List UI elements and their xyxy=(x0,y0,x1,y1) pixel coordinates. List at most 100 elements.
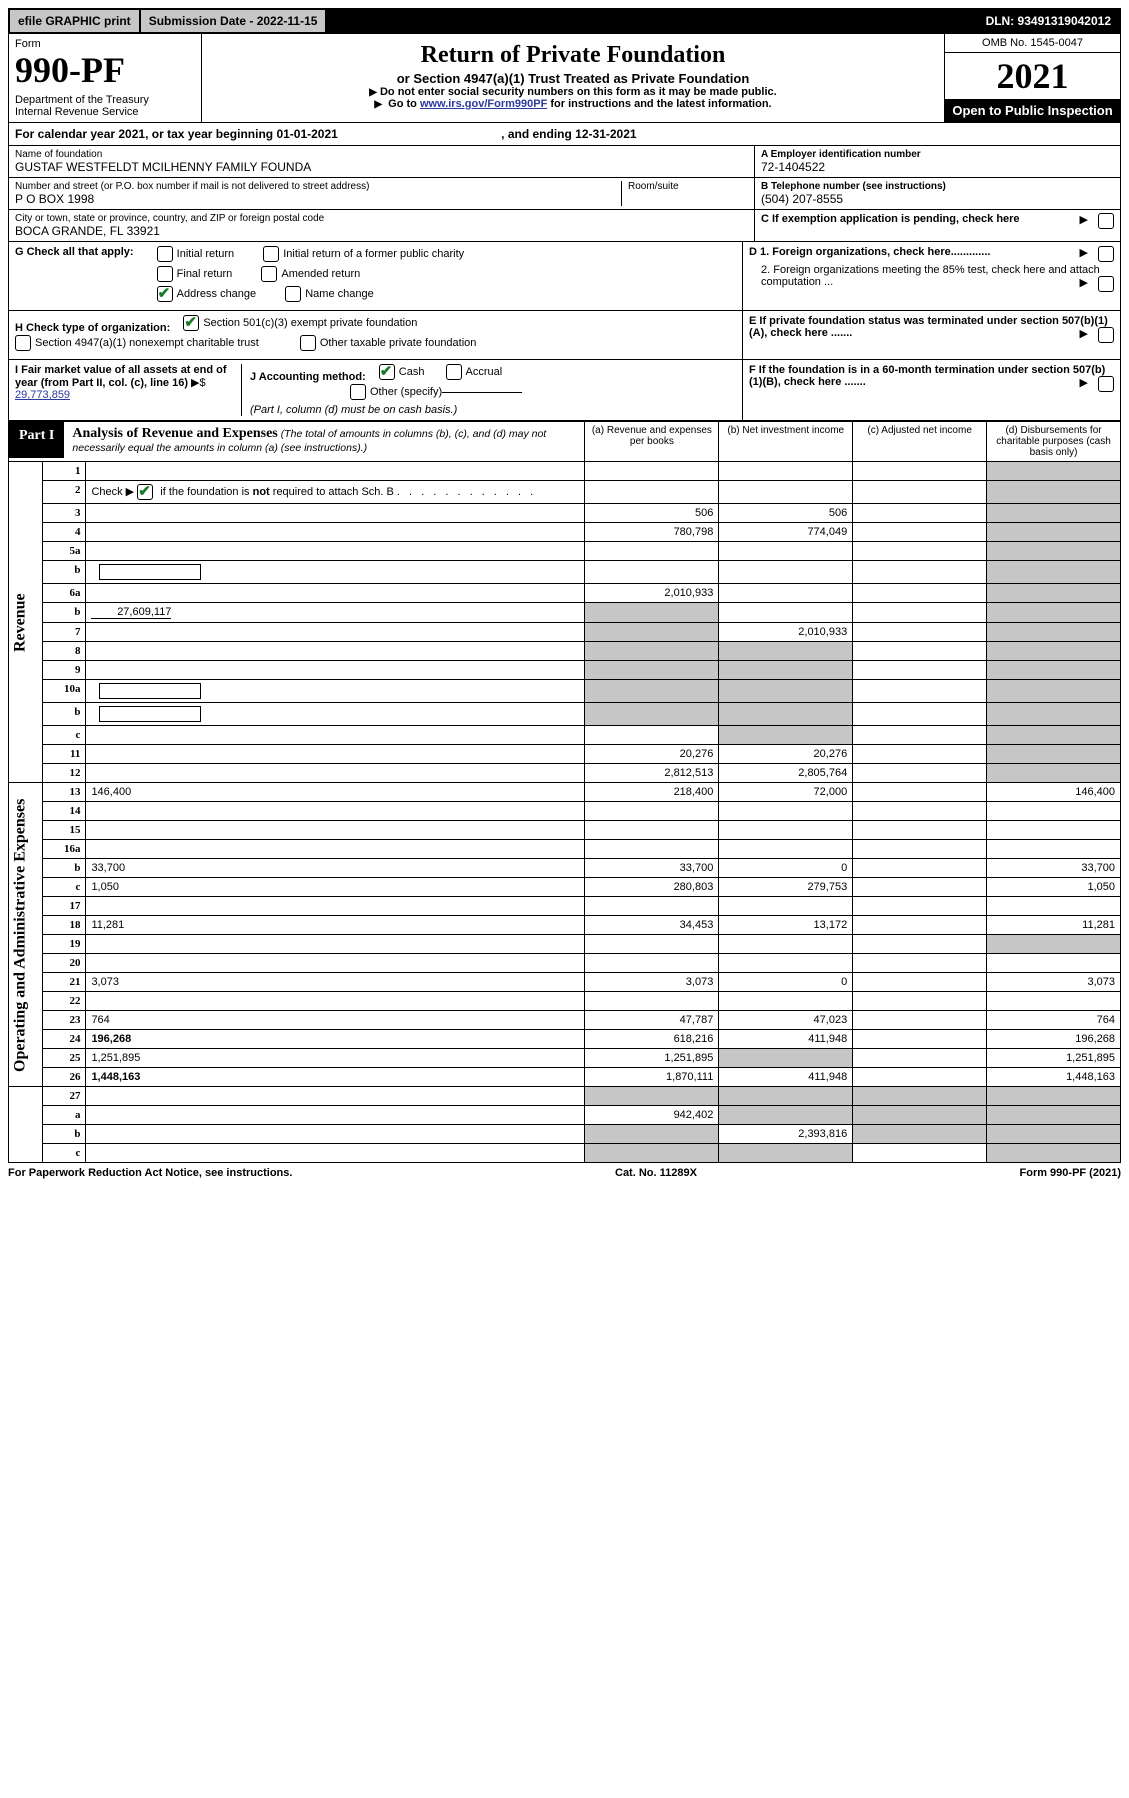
c-checkbox[interactable] xyxy=(1098,213,1114,229)
col-b-header: (b) Net investment income xyxy=(719,422,853,462)
g-initial-checkbox[interactable] xyxy=(157,246,173,262)
ein-label: A Employer identification number xyxy=(761,149,1114,160)
topbar: efile GRAPHIC print Submission Date - 20… xyxy=(8,8,1121,34)
footer-right: Form 990-PF (2021) xyxy=(1020,1167,1121,1179)
line-description xyxy=(86,623,585,642)
line-description xyxy=(86,642,585,661)
note-link-line: Go to www.irs.gov/Form990PF for instruct… xyxy=(212,98,934,110)
amount-cell xyxy=(853,935,987,954)
h-e-row: H Check type of organization: Section 50… xyxy=(8,311,1121,360)
amount-cell: 1,870,111 xyxy=(585,1068,719,1087)
irs-link[interactable]: www.irs.gov/Form990PF xyxy=(420,98,547,110)
line-number: 23 xyxy=(43,1011,86,1030)
line-number: 24 xyxy=(43,1030,86,1049)
h-other-checkbox[interactable] xyxy=(300,335,316,351)
amount-cell xyxy=(987,462,1121,481)
g-name-checkbox[interactable] xyxy=(285,286,301,302)
g-amended-checkbox[interactable] xyxy=(261,266,277,282)
amount-cell xyxy=(585,935,719,954)
line-number: 12 xyxy=(43,764,86,783)
amount-cell xyxy=(719,954,853,973)
amount-cell xyxy=(987,954,1121,973)
line-number: 26 xyxy=(43,1068,86,1087)
form-title: Return of Private Foundation xyxy=(212,42,934,69)
amount-cell xyxy=(853,954,987,973)
amount-cell xyxy=(987,821,1121,840)
amount-cell xyxy=(853,1030,987,1049)
j-cash-checkbox[interactable] xyxy=(379,364,395,380)
line-description: 146,400 xyxy=(86,783,585,802)
city-value: BOCA GRANDE, FL 33921 xyxy=(15,224,748,238)
amount-cell xyxy=(987,523,1121,542)
line-number: 11 xyxy=(43,745,86,764)
amount-cell xyxy=(853,623,987,642)
amount-cell: 47,023 xyxy=(719,1011,853,1030)
amount-cell xyxy=(987,1144,1121,1163)
room-label: Room/suite xyxy=(628,181,748,192)
line-description: 764 xyxy=(86,1011,585,1030)
line-description xyxy=(86,561,585,584)
amount-cell: 764 xyxy=(987,1011,1121,1030)
amount-cell xyxy=(853,504,987,523)
line-number: 25 xyxy=(43,1049,86,1068)
amount-cell xyxy=(853,542,987,561)
amount-cell xyxy=(719,462,853,481)
part1-badge: Part I xyxy=(9,422,64,458)
amount-cell: 2,812,513 xyxy=(585,764,719,783)
amount-cell: 218,400 xyxy=(585,783,719,802)
line-description: 1,251,895 xyxy=(86,1049,585,1068)
amount-cell xyxy=(853,859,987,878)
e-checkbox[interactable] xyxy=(1098,327,1114,343)
j-accrual-checkbox[interactable] xyxy=(446,364,462,380)
amount-cell xyxy=(853,897,987,916)
efile-btn[interactable]: efile GRAPHIC print xyxy=(10,10,139,32)
line-description xyxy=(86,897,585,916)
amount-cell xyxy=(987,764,1121,783)
amount-cell xyxy=(719,821,853,840)
amount-cell xyxy=(987,542,1121,561)
form-number: 990-PF xyxy=(15,52,195,88)
line2-checkbox[interactable] xyxy=(137,484,153,500)
omb-number: OMB No. 1545-0047 xyxy=(945,34,1120,53)
ein-value: 72-1404522 xyxy=(761,160,1114,174)
footer-left: For Paperwork Reduction Act Notice, see … xyxy=(8,1167,292,1179)
table-row: Operating and Administrative Expenses131… xyxy=(9,783,1121,802)
amount-cell: 411,948 xyxy=(719,1030,853,1049)
g-final-checkbox[interactable] xyxy=(157,266,173,282)
addr-label: Number and street (or P.O. box number if… xyxy=(15,181,621,192)
amount-cell: 506 xyxy=(585,504,719,523)
amount-cell xyxy=(853,745,987,764)
amount-cell: 3,073 xyxy=(987,973,1121,992)
f-checkbox[interactable] xyxy=(1098,376,1114,392)
table-row: 2376447,78747,023764 xyxy=(9,1011,1121,1030)
amount-cell xyxy=(987,745,1121,764)
amount-cell xyxy=(853,1049,987,1068)
amount-cell xyxy=(719,542,853,561)
amount-cell xyxy=(585,821,719,840)
h-501c3-checkbox[interactable] xyxy=(183,315,199,331)
amount-cell: 618,216 xyxy=(585,1030,719,1049)
amount-cell xyxy=(987,680,1121,703)
line-number: c xyxy=(43,878,86,897)
amount-cell xyxy=(853,703,987,726)
inspection-badge: Open to Public Inspection xyxy=(945,99,1120,122)
line-description: 1,448,163 xyxy=(86,1068,585,1087)
amount-cell xyxy=(585,1087,719,1106)
amount-cell xyxy=(853,1068,987,1087)
table-row: a942,402 xyxy=(9,1106,1121,1125)
g-initial-former-checkbox[interactable] xyxy=(263,246,279,262)
j-other-checkbox[interactable] xyxy=(350,384,366,400)
amount-cell: 13,172 xyxy=(719,916,853,935)
line-description: 3,073 xyxy=(86,973,585,992)
table-row: 20 xyxy=(9,954,1121,973)
line-description: Check ▶ if the foundation is not require… xyxy=(86,481,585,504)
amount-cell xyxy=(853,840,987,859)
d2-checkbox[interactable] xyxy=(1098,276,1114,292)
amount-cell xyxy=(853,523,987,542)
h-4947-checkbox[interactable] xyxy=(15,335,31,351)
amount-cell xyxy=(719,703,853,726)
line-description xyxy=(86,764,585,783)
table-row: 6a2,010,933 xyxy=(9,584,1121,603)
g-address-checkbox[interactable] xyxy=(157,286,173,302)
d1-checkbox[interactable] xyxy=(1098,246,1114,262)
